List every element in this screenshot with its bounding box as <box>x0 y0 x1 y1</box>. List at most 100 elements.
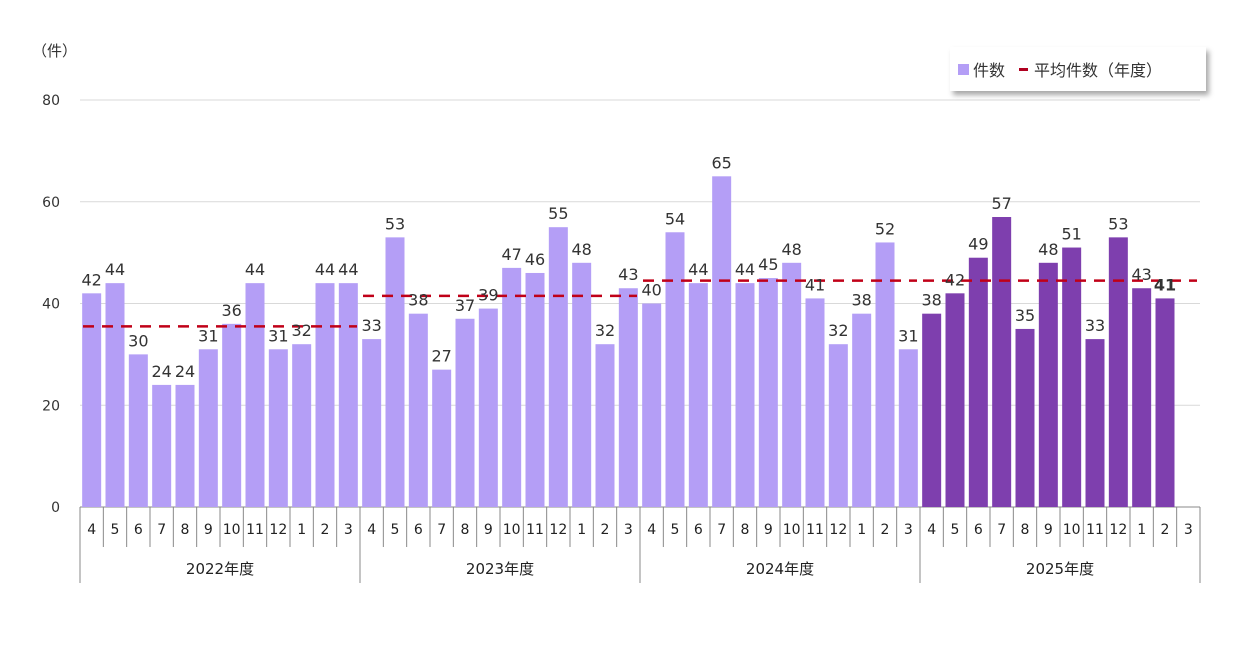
legend-line-swatch <box>1019 67 1029 71</box>
x-tick-label: 1 <box>577 522 586 538</box>
x-tick-label: 3 <box>1184 522 1193 538</box>
bar <box>478 308 498 507</box>
data-label: 37 <box>455 296 475 315</box>
bar <box>828 344 848 507</box>
x-tick-label: 2 <box>321 522 330 538</box>
x-tick-label: 6 <box>694 522 703 538</box>
x-tick-label: 11 <box>526 522 544 538</box>
y-tick-label: 60 <box>42 195 60 211</box>
bar <box>805 298 825 507</box>
x-tick-label: 10 <box>503 522 521 538</box>
data-label: 41 <box>1154 275 1176 294</box>
x-tick-label: 4 <box>87 522 96 538</box>
bar <box>1108 237 1128 508</box>
bar <box>618 288 638 507</box>
bar <box>898 349 918 507</box>
bar <box>105 283 125 507</box>
data-label: 33 <box>1085 316 1105 335</box>
data-label: 31 <box>198 326 218 345</box>
x-tick-label: 4 <box>927 522 936 538</box>
data-label: 32 <box>595 321 615 340</box>
x-tick-label: 12 <box>1109 522 1127 538</box>
x-tick-label: 10 <box>1063 522 1081 538</box>
x-tick-label: 5 <box>111 522 120 538</box>
data-label: 32 <box>291 321 311 340</box>
year-label: 2023年度 <box>466 560 534 578</box>
data-label: 44 <box>735 260 755 279</box>
bar <box>1015 328 1035 507</box>
data-label: 46 <box>525 250 545 269</box>
data-label: 44 <box>245 260 265 279</box>
data-label: 48 <box>1038 240 1058 259</box>
data-label: 53 <box>1108 214 1128 233</box>
x-tick-label: 10 <box>223 522 241 538</box>
data-label: 57 <box>991 194 1011 213</box>
x-tick-label: 3 <box>624 522 633 538</box>
data-label: 36 <box>221 301 241 320</box>
data-label: 33 <box>361 316 381 335</box>
y-unit-label: （件） <box>32 42 78 60</box>
x-tick-label: 3 <box>904 522 913 538</box>
data-label: 48 <box>571 240 591 259</box>
legend-bar-swatch <box>958 63 969 75</box>
bar <box>688 283 708 507</box>
x-tick-label: 6 <box>134 522 143 538</box>
x-tick-label: 11 <box>246 522 264 538</box>
x-tick-label: 9 <box>484 522 493 538</box>
bar <box>572 262 592 507</box>
legend-bars-label: 件数 <box>973 61 1006 80</box>
data-label: 47 <box>501 245 521 264</box>
bar <box>315 283 335 507</box>
data-label: 42 <box>945 270 965 289</box>
x-tick-label: 2 <box>601 522 610 538</box>
legend: 件数 平均件数（年度） <box>950 47 1206 91</box>
x-tick-label: 1 <box>857 522 866 538</box>
data-label: 44 <box>315 260 335 279</box>
x-tick-label: 2 <box>881 522 890 538</box>
y-tick-label: 0 <box>51 500 60 516</box>
x-tick-label: 7 <box>437 522 446 538</box>
x-tick-label: 4 <box>367 522 376 538</box>
x-tick-label: 5 <box>951 522 960 538</box>
x-tick-label: 12 <box>269 522 287 538</box>
year-label: 2022年度 <box>186 560 254 578</box>
bar <box>408 313 428 507</box>
bar <box>922 313 942 507</box>
bar <box>525 272 545 507</box>
data-label: 24 <box>151 362 171 381</box>
data-label: 31 <box>268 326 288 345</box>
bar <box>1132 288 1152 507</box>
data-label: 44 <box>105 260 125 279</box>
bar <box>642 303 662 507</box>
data-label: 49 <box>968 235 988 254</box>
x-tick-label: 9 <box>764 522 773 538</box>
bar <box>968 257 988 507</box>
x-tick-label: 5 <box>671 522 680 538</box>
bar <box>222 323 242 507</box>
x-tick-label: 2 <box>1161 522 1170 538</box>
x-tick-label: 6 <box>414 522 423 538</box>
x-tick-label: 11 <box>1086 522 1104 538</box>
data-label: 42 <box>81 270 101 289</box>
bar <box>362 339 382 507</box>
bar <box>852 313 872 507</box>
data-label: 48 <box>781 240 801 259</box>
bar <box>502 267 522 507</box>
x-tick-label: 6 <box>974 522 983 538</box>
bar <box>198 349 218 507</box>
data-label: 43 <box>618 265 638 284</box>
data-label: 45 <box>758 255 778 274</box>
data-label: 54 <box>665 209 685 228</box>
x-tick-label: 7 <box>717 522 726 538</box>
bar <box>735 283 755 507</box>
bar <box>875 242 895 507</box>
data-label: 44 <box>338 260 358 279</box>
bar <box>1155 298 1175 507</box>
data-label: 55 <box>548 204 568 223</box>
y-tick-label: 40 <box>42 297 60 313</box>
data-label: 32 <box>828 321 848 340</box>
x-tick-label: 10 <box>783 522 801 538</box>
bar <box>1062 247 1082 507</box>
bar <box>292 344 312 507</box>
data-label: 38 <box>408 291 428 310</box>
